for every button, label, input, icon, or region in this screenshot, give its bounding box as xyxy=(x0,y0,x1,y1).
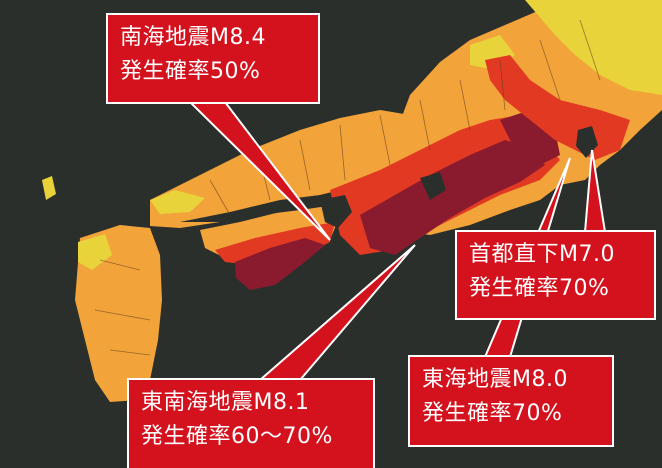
nankai-pointer xyxy=(187,101,331,241)
shuto-name: 首都直下M7.0 xyxy=(469,242,615,267)
shikoku-very-high-zone xyxy=(235,238,325,290)
tonankai-pointer xyxy=(257,244,416,381)
ise-bay xyxy=(420,172,446,200)
callout-nankai: 南海地震M8.4 発生確率50% xyxy=(106,13,320,104)
nankai-name: 南海地震M8.4 xyxy=(120,25,266,50)
tsushima-island xyxy=(42,176,56,200)
tokai-name: 東海地震M8.0 xyxy=(422,367,568,392)
nankai-probability: 発生確率50% xyxy=(120,59,261,84)
kii-very-high-zone xyxy=(360,140,545,255)
tonankai-probability: 発生確率60〜70% xyxy=(141,424,333,449)
callout-tokai: 東海地震M8.0 発生確率70% xyxy=(408,355,614,447)
prefecture-borders xyxy=(94,19,601,356)
chugoku-low-zone xyxy=(150,190,205,214)
callout-tonankai: 東南海地震M8.1 発生確率60〜70% xyxy=(127,378,375,468)
western-honshu-landmass xyxy=(150,110,410,228)
north-low-zone xyxy=(525,0,662,95)
callout-shuto: 首都直下M7.0 発生確率70% xyxy=(455,230,656,320)
shuto-probability: 発生確率70% xyxy=(469,276,610,301)
tokai-probability: 発生確率70% xyxy=(422,401,563,426)
osaka-bay xyxy=(320,195,352,228)
kyushu-landmass xyxy=(75,225,162,402)
tonankai-name: 東南海地震M8.1 xyxy=(141,390,310,415)
shuto-pointer xyxy=(583,149,607,233)
